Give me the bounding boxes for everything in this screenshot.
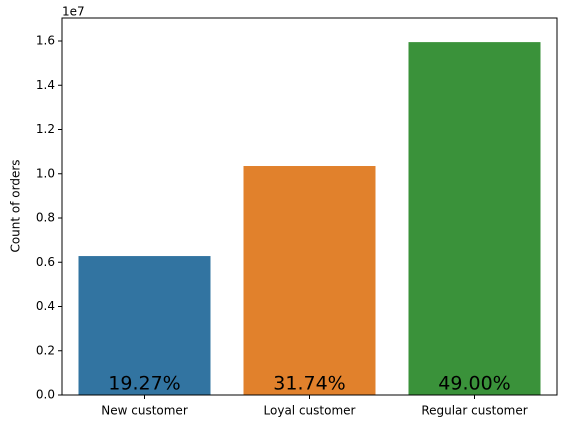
y-axis-label: Count of orders (9, 159, 23, 252)
bar-annotation: 31.74% (273, 373, 345, 395)
x-tick-label: Loyal customer (264, 404, 356, 418)
x-tick-label: Regular customer (421, 404, 527, 418)
y-tick-label: 0.8 (36, 211, 55, 225)
y-tick-label: 0.2 (36, 343, 55, 357)
bar (408, 42, 541, 396)
y-tick-label: 0.0 (36, 388, 55, 402)
bar-annotation: 19.27% (108, 373, 180, 395)
y-tick-label: 1.4 (36, 78, 55, 92)
y-tick-label: 1.2 (36, 122, 55, 136)
plot-frame (61, 17, 558, 396)
bar-annotation: 49.00% (438, 373, 510, 395)
bar (243, 166, 376, 395)
y-offset-label: 1e7 (62, 5, 85, 19)
y-tick-label: 0.6 (36, 255, 55, 269)
y-tick-label: 1.6 (36, 34, 55, 48)
x-tick-label: New customer (101, 404, 188, 418)
y-tick-label: 0.4 (36, 299, 55, 313)
bar (78, 256, 211, 395)
y-tick-label: 1.0 (36, 166, 55, 180)
